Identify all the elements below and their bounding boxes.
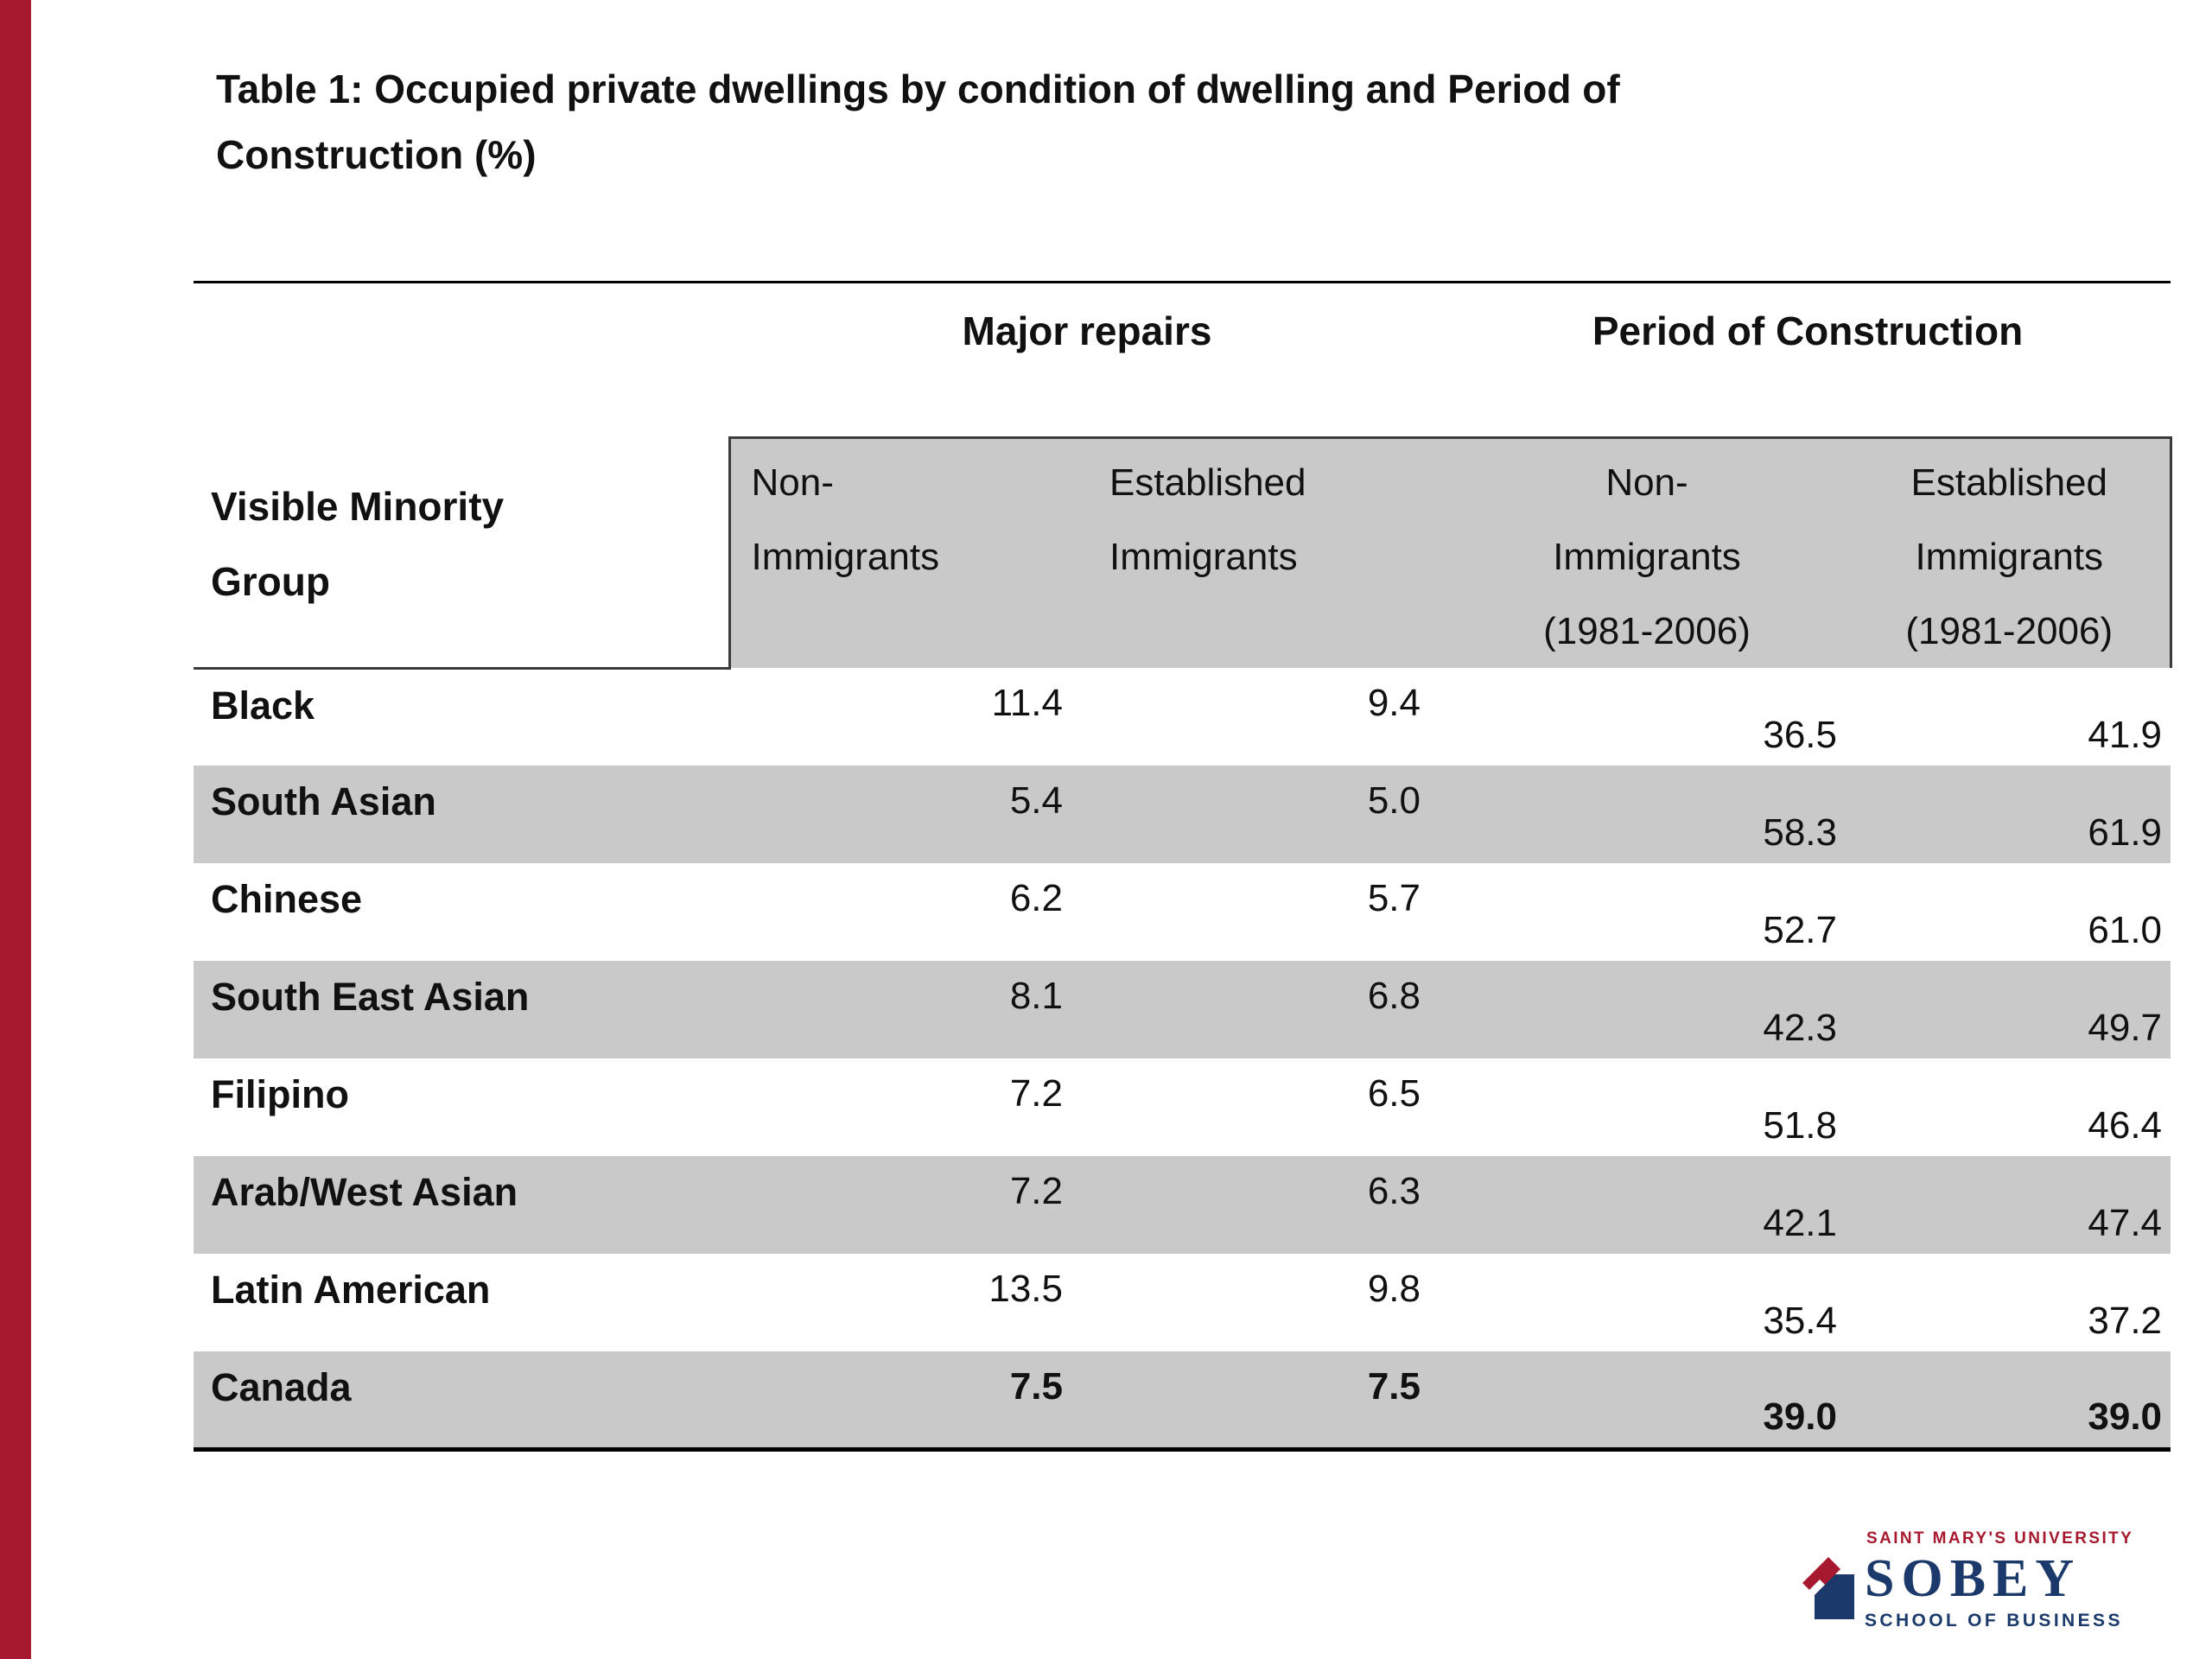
table-row-canada-total: Canada 7.5 7.5 39.0 39.0 <box>194 1351 2171 1450</box>
dwellings-table: Major repairs Period of Construction Vis… <box>194 281 2172 1452</box>
group-header-major-repairs: Major repairs <box>962 308 1212 353</box>
cell-value: 6.2 <box>1009 877 1063 920</box>
column-header-visible-minority-group: Visible Minority Group <box>194 437 729 670</box>
table-row: Chinese 6.2 5.7 52.7 61.0 <box>194 863 2171 961</box>
cell-value: 61.9 <box>1849 766 2171 864</box>
group-header-spacer <box>194 283 729 438</box>
page-title: Table 1: Occupied private dwellings by c… <box>216 67 1620 177</box>
column-header-non-immigrants: Non- Immigrants <box>728 436 1089 669</box>
cell-value: 9.4 <box>1367 682 1421 725</box>
cell-value: 42.1 <box>1445 1156 1849 1255</box>
cell-value: 61.0 <box>2088 909 2163 952</box>
table-row: South Asian 5.4 5.0 58.3 61.9 <box>194 766 2171 864</box>
cell-value: 7.2 <box>1009 1072 1063 1116</box>
cell-value: 51.8 <box>1763 1104 1837 1147</box>
logo-school-of-business-text: SCHOOL OF BUSINESS <box>1865 1611 2123 1630</box>
table-row: Arab/West Asian 7.2 6.3 42.1 47.4 <box>194 1156 2171 1255</box>
cell-value: 5.4 <box>729 766 1089 864</box>
row-label: South East Asian <box>194 961 729 1059</box>
cell-value: 5.0 <box>1089 766 1445 864</box>
group-header-period-of-construction: Period of Construction <box>1592 308 2024 353</box>
cell-value: 11.4 <box>991 682 1063 725</box>
table-row: South East Asian 8.1 6.8 42.3 49.7 <box>194 961 2171 1059</box>
row-label: Black <box>211 683 315 728</box>
cell-value: 39.0 <box>1849 1351 2171 1450</box>
cell-value: 8.1 <box>729 961 1089 1059</box>
logo-university-text: SAINT MARY'S UNIVERSITY <box>1866 1529 2134 1548</box>
cell-value: 7.5 <box>1089 1351 1445 1450</box>
cell-value: 39.0 <box>1445 1351 1849 1450</box>
table-row: Black 11.4 9.4 36.5 41.9 <box>194 668 2171 766</box>
cell-value: 42.3 <box>1445 961 1849 1059</box>
cell-value: 5.7 <box>1367 877 1421 920</box>
row-label: Latin American <box>211 1268 491 1313</box>
sobey-logo-mark-icon <box>1802 1557 1854 1619</box>
table-row: Latin American 13.5 9.8 35.4 37.2 <box>194 1254 2171 1351</box>
row-label: Arab/West Asian <box>194 1156 729 1255</box>
cell-value: 7.2 <box>729 1156 1089 1255</box>
column-header-non-immigrants-1981-2006: Non- Immigrants (1981-2006) <box>1445 436 1849 669</box>
cell-value: 9.8 <box>1367 1268 1421 1311</box>
table-group-header-row: Major repairs Period of Construction <box>194 283 2171 438</box>
cell-value: 7.5 <box>729 1351 1089 1450</box>
cell-value: 52.7 <box>1763 909 1837 952</box>
column-header-established-immigrants-1981-2006: Established Immigrants (1981-2006) <box>1849 436 2172 669</box>
cell-value: 35.4 <box>1763 1300 1837 1343</box>
cell-value: 13.5 <box>988 1268 1063 1311</box>
cell-value: 6.3 <box>1089 1156 1445 1255</box>
cell-value: 6.5 <box>1367 1072 1421 1116</box>
cell-value: 6.8 <box>1089 961 1445 1059</box>
table-subheader-row: Visible Minority Group Non- Immigrants E… <box>194 436 2172 670</box>
row-label: Chinese <box>211 877 363 922</box>
logo-sobey-wordmark: SOBEY <box>1865 1549 2082 1608</box>
row-label: Canada <box>194 1351 729 1450</box>
cell-value: 46.4 <box>2088 1104 2163 1147</box>
row-label: Filipino <box>211 1072 349 1117</box>
table-row: Filipino 7.2 6.5 51.8 46.4 <box>194 1058 2171 1156</box>
cell-value: 47.4 <box>1849 1156 2171 1255</box>
cell-value: 37.2 <box>2088 1300 2163 1343</box>
cell-value: 41.9 <box>2088 714 2163 757</box>
left-accent-stripe <box>0 0 31 1659</box>
cell-value: 36.5 <box>1763 714 1837 757</box>
row-label: South Asian <box>194 766 729 864</box>
cell-value: 49.7 <box>1849 961 2171 1059</box>
column-header-established-immigrants: Established Immigrants <box>1089 436 1445 669</box>
cell-value: 58.3 <box>1445 766 1849 864</box>
sobey-school-logo: SAINT MARY'S UNIVERSITY SOBEY SCHOOL OF … <box>1802 1529 2134 1631</box>
